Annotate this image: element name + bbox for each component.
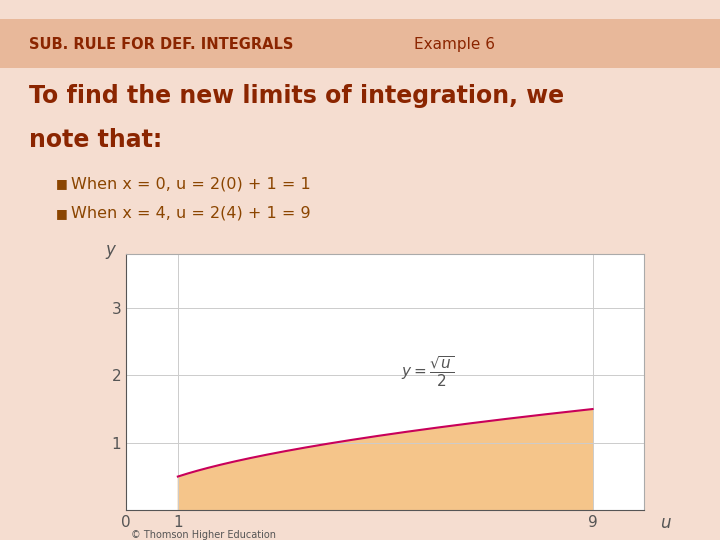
FancyBboxPatch shape (0, 19, 720, 68)
Text: When x = 0, u = 2(0) + 1 = 1: When x = 0, u = 2(0) + 1 = 1 (71, 176, 310, 191)
Text: © Thomson Higher Education: © Thomson Higher Education (131, 530, 276, 539)
Text: To find the new limits of integration, we: To find the new limits of integration, w… (29, 84, 564, 108)
Text: Example 6: Example 6 (414, 37, 495, 52)
Text: $y = \dfrac{\sqrt{u}}{2}$: $y = \dfrac{\sqrt{u}}{2}$ (401, 355, 454, 389)
Text: y: y (106, 241, 115, 259)
Text: When x = 4, u = 2(4) + 1 = 9: When x = 4, u = 2(4) + 1 = 9 (71, 206, 310, 221)
Text: SUB. RULE FOR DEF. INTEGRALS: SUB. RULE FOR DEF. INTEGRALS (29, 37, 293, 52)
Text: ■: ■ (56, 177, 68, 190)
Text: note that:: note that: (29, 129, 162, 152)
Text: u: u (660, 514, 670, 532)
Text: ■: ■ (56, 207, 68, 220)
